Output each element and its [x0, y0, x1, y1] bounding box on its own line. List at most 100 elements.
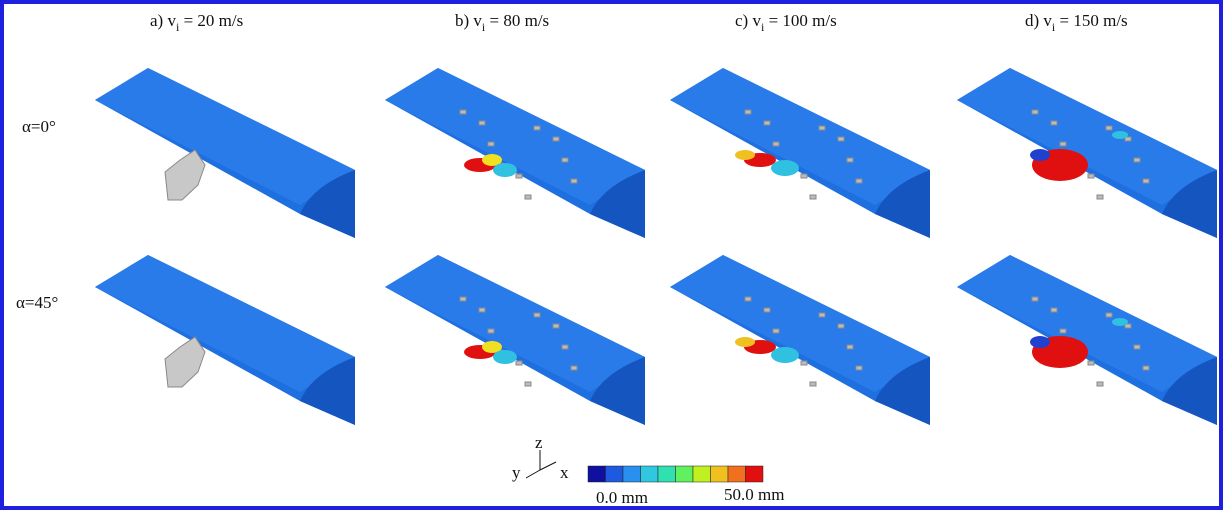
debris	[1050, 120, 1058, 126]
column-header: a) vi = 20 m/s	[150, 11, 243, 34]
column-headers: a) vi = 20 m/s b) vi = 80 m/s c) vi = 100 …	[150, 11, 1128, 34]
damage	[771, 160, 799, 176]
debris	[1096, 381, 1104, 387]
axis-triad: z y x	[512, 433, 569, 482]
wing-top	[95, 68, 355, 205]
colorbar	[587, 465, 764, 483]
wing-top	[957, 68, 1217, 205]
wing-end	[1162, 170, 1217, 238]
debris	[800, 173, 808, 179]
drone	[164, 336, 206, 388]
colorbar-cell	[727, 465, 746, 483]
debris	[1087, 173, 1095, 179]
debris	[478, 120, 486, 126]
wing-end	[875, 170, 930, 238]
colorbar-cell	[622, 465, 641, 483]
damage	[1030, 149, 1050, 161]
debris	[570, 178, 578, 184]
debris	[552, 136, 560, 142]
debris	[459, 296, 467, 302]
column-header: d) vi = 150 m/s	[1025, 11, 1128, 34]
colorbar-cell	[675, 465, 694, 483]
debris	[1133, 344, 1141, 350]
row-label: α=0°	[22, 117, 56, 136]
debris	[846, 157, 854, 163]
debris	[744, 296, 752, 302]
debris	[561, 344, 569, 350]
damage	[493, 350, 517, 364]
row-label: α=45°	[16, 293, 58, 312]
debris	[524, 194, 532, 200]
wing-panel	[95, 255, 355, 425]
colorbar-cell	[710, 465, 729, 483]
debris	[1087, 360, 1095, 366]
debris	[487, 328, 495, 334]
wing-panel	[957, 255, 1217, 425]
debris	[533, 312, 541, 318]
debris	[570, 365, 578, 371]
debris	[478, 307, 486, 313]
damage	[482, 341, 502, 353]
wing-end	[300, 357, 355, 425]
debris	[552, 323, 560, 329]
header-suffix: = 80 m/s	[485, 11, 549, 30]
header-prefix: c) v	[735, 11, 761, 30]
debris	[809, 194, 817, 200]
debris	[800, 360, 808, 366]
debris	[1105, 312, 1113, 318]
debris	[818, 312, 826, 318]
header-suffix: = 150 m/s	[1055, 11, 1127, 30]
debris	[818, 125, 826, 131]
drone	[164, 149, 206, 201]
debris	[515, 360, 523, 366]
debris	[855, 365, 863, 371]
axis-label: x	[560, 463, 569, 482]
wing-top	[957, 255, 1217, 392]
debris	[846, 344, 854, 350]
colorbar-cell	[587, 465, 606, 483]
column-header: c) vi = 100 m/s	[735, 11, 837, 34]
debris	[1105, 125, 1113, 131]
debris	[1096, 194, 1104, 200]
debris	[561, 157, 569, 163]
wing-end	[875, 357, 930, 425]
debris	[763, 307, 771, 313]
debris	[1059, 328, 1067, 334]
damage	[493, 163, 517, 177]
colorbar-cell	[657, 465, 676, 483]
debris	[837, 323, 845, 329]
debris	[837, 136, 845, 142]
debris	[763, 120, 771, 126]
colorbar-min-label: 0.0 mm	[596, 488, 648, 507]
wing-top	[385, 68, 645, 205]
colorbar-cell	[605, 465, 624, 483]
wing-panel	[670, 68, 930, 238]
wing-panel	[95, 68, 355, 238]
debris	[533, 125, 541, 131]
damage	[1112, 318, 1128, 326]
colorbar-cell	[745, 465, 764, 483]
debris	[855, 178, 863, 184]
header-prefix: a) v	[150, 11, 176, 30]
wing-top	[670, 68, 930, 205]
debris	[1142, 178, 1150, 184]
debris	[515, 173, 523, 179]
debris	[772, 328, 780, 334]
damage	[735, 150, 755, 160]
wing-end	[590, 357, 645, 425]
debris	[1142, 365, 1150, 371]
wing-panel	[385, 68, 645, 238]
damage	[735, 337, 755, 347]
header-suffix: = 100 m/s	[764, 11, 836, 30]
wing-panel	[385, 255, 645, 425]
debris	[487, 141, 495, 147]
wing-top	[670, 255, 930, 392]
header-subscript: i	[482, 20, 486, 34]
column-header: b) vi = 80 m/s	[455, 11, 549, 34]
debris	[1031, 109, 1039, 115]
debris	[1133, 157, 1141, 163]
debris	[1059, 141, 1067, 147]
